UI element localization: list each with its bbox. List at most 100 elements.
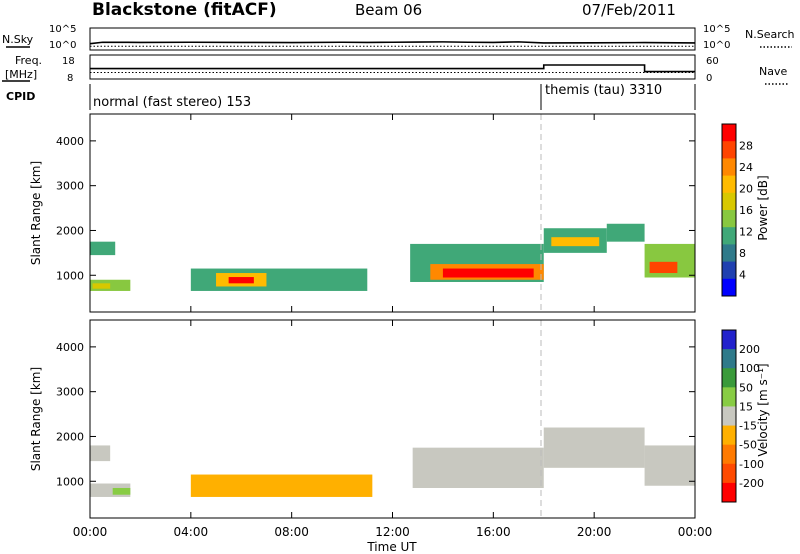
power-axis-ticks: 1000 2000 3000 4000 [56, 135, 695, 282]
velocity-colorbar: 200 100 50 15 -15 -50 -100 -200 [721, 329, 764, 503]
nsearch-tick-top: 10^5 [703, 24, 730, 35]
freq-tick-bottom: 8 [67, 73, 73, 84]
nave-tick-bottom: 0 [706, 73, 712, 84]
colorbar-swatch [722, 444, 736, 465]
velocity-colorbar-tick: -100 [739, 458, 764, 471]
time-tick-label: 00:00 [73, 525, 108, 539]
cpid-segment-1: normal (fast stereo) 153 [93, 95, 251, 110]
heatmap-region [644, 445, 695, 486]
velocity-colorbar-tick: 200 [739, 343, 760, 356]
heatmap-region [90, 241, 116, 256]
freq-tick-top: 18 [62, 56, 75, 67]
power-colorbar-tick: 8 [739, 247, 746, 260]
colorbar-swatch [722, 349, 736, 369]
range-tick-label: 2000 [56, 430, 84, 443]
heatmap-region [442, 268, 534, 278]
nsearch-label: N.Search [745, 28, 795, 41]
nave-series-line [90, 64, 695, 73]
heatmap-region [190, 474, 373, 497]
velocity-colorbar-tick: -200 [739, 477, 764, 490]
freq-panel-frame [89, 54, 696, 80]
velocity-colorbar-tick: -50 [739, 439, 757, 452]
range-tick-label: 4000 [56, 135, 84, 148]
colorbar-frame [721, 123, 737, 297]
colorbar-swatch [722, 124, 736, 142]
velocity-colorbar-tick: 15 [739, 400, 753, 413]
colorbar-swatch [722, 261, 736, 280]
heatmap-region [412, 447, 544, 488]
heatmap-region [606, 223, 645, 242]
velocity-panel-frame [89, 319, 696, 519]
power-colorbar-tick: 24 [739, 161, 753, 174]
colorbar-swatch [722, 227, 736, 245]
colorbar-swatch [722, 406, 736, 427]
colorbar-swatch [722, 482, 736, 503]
colorbar-swatch [722, 158, 736, 177]
velocity-heatmap [90, 427, 695, 497]
heatmap-region [649, 261, 678, 274]
velocity-colorbar-tick: 100 [739, 362, 760, 375]
nsky-tick-bottom: 10^0 [49, 40, 76, 51]
colorbar-swatch [722, 368, 736, 388]
colorbar-swatch [722, 175, 736, 194]
power-colorbar-tick: 12 [739, 226, 753, 239]
power-range-axis-label: Slant Range [km] [29, 161, 43, 265]
power-colorbar-tick: 16 [739, 204, 753, 217]
cpid-segment-2: themis (tau) 3310 [545, 83, 662, 98]
range-tick-label: 1000 [56, 269, 84, 282]
power-colorbar-tick: 28 [739, 140, 753, 153]
nsky-tick-top: 10^5 [49, 24, 76, 35]
velocity-colorbar-tick: 50 [739, 381, 753, 394]
colorbar-swatch [722, 141, 736, 159]
radar-title: Blackstone (fitACF) [92, 0, 277, 20]
time-axis-label: Time UT [366, 540, 417, 554]
date-label: 07/Feb/2011 [582, 1, 676, 19]
beam-label: Beam 06 [355, 1, 422, 19]
power-colorbar-label: Power [dB] [756, 175, 770, 240]
heatmap-region [551, 237, 600, 247]
heatmap-region [90, 445, 111, 462]
power-colorbar-tick: 20 [739, 183, 753, 196]
heatmap-region [543, 427, 645, 468]
colorbar-swatch [722, 278, 736, 297]
time-tick-label: 00:00 [678, 525, 713, 539]
range-tick-label: 3000 [56, 386, 84, 399]
velocity-axis-ticks: 1000 2000 3000 4000 [56, 341, 695, 488]
time-tick-label: 08:00 [274, 525, 309, 539]
nave-label: Nave [759, 65, 787, 78]
range-tick-label: 4000 [56, 341, 84, 354]
freq-unit-label: [MHz] [5, 68, 37, 81]
colorbar-swatch [722, 210, 736, 228]
time-tick-label: 20:00 [577, 525, 612, 539]
colorbar-swatch [722, 387, 736, 407]
velocity-colorbar-tick: -15 [739, 420, 757, 433]
heatmap-region [92, 283, 111, 289]
power-colorbar: 28 24 20 16 12 8 4 [721, 123, 753, 297]
colorbar-swatch [722, 425, 736, 446]
nsky-label: N.Sky [2, 33, 34, 46]
colorbar-swatch [722, 463, 736, 484]
nsky-series-line [89, 41, 696, 45]
velocity-colorbar-label: Velocity [m s⁻¹] [756, 363, 770, 456]
heatmap-region [112, 487, 131, 495]
time-tick-label: 04:00 [174, 525, 209, 539]
colorbar-frame [721, 329, 737, 503]
freq-label: Freq. [15, 54, 42, 67]
nsky-panel-frame [89, 27, 696, 51]
colorbar-swatch [722, 244, 736, 263]
range-tick-label: 3000 [56, 180, 84, 193]
nsearch-tick-bottom: 10^0 [703, 40, 730, 51]
time-tick-label: 16:00 [476, 525, 511, 539]
time-axis-labels: 00:00 04:00 08:00 12:00 16:00 20:00 00:00 [73, 114, 713, 539]
power-colorbar-tick: 4 [739, 269, 746, 282]
heatmap-region [228, 277, 254, 284]
range-tick-label: 2000 [56, 224, 84, 237]
power-panel-frame [89, 113, 696, 313]
time-tick-label: 12:00 [375, 525, 410, 539]
colorbar-swatch [722, 330, 736, 350]
colorbar-swatch [722, 192, 736, 211]
velocity-range-axis-label: Slant Range [km] [29, 367, 43, 471]
range-tick-label: 1000 [56, 475, 84, 488]
power-heatmap [90, 223, 695, 291]
